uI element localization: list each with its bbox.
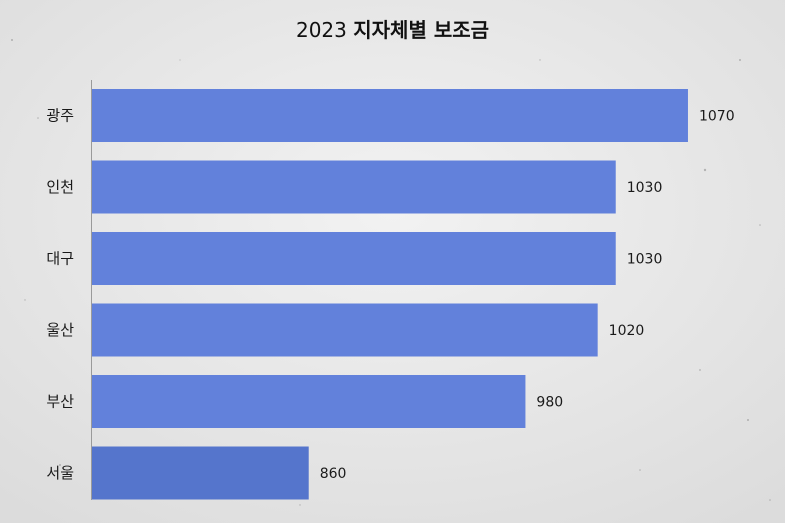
chart-title: 2023 지자체별 보조금 (0, 14, 785, 43)
data-label: 980 (536, 395, 563, 411)
category-label: 광주 (46, 107, 74, 125)
bar-3 (92, 232, 616, 285)
category-label: 인천 (46, 178, 74, 196)
bar-4 (92, 303, 598, 357)
chart-title-year: 2023 (295, 18, 347, 42)
data-label: 1020 (609, 323, 645, 339)
data-label: 1030 (627, 180, 663, 196)
category-label: 울산 (46, 321, 74, 339)
bar-2 (92, 160, 616, 214)
data-label: 860 (320, 466, 347, 482)
bars-layer: 광주 1070 인천 1030 대구 1030 울산 1020 부산 980 서울 860 (46, 89, 735, 500)
bar-6 (92, 446, 309, 500)
data-label: 1030 (627, 252, 663, 268)
bar-1 (92, 89, 688, 142)
category-label: 부산 (46, 393, 74, 411)
category-label: 서울 (46, 464, 74, 482)
chart-title-main: 지자체별 보조금 (353, 18, 490, 42)
data-label: 1070 (699, 109, 735, 125)
category-label: 대구 (46, 250, 74, 268)
bar-5 (92, 375, 526, 428)
